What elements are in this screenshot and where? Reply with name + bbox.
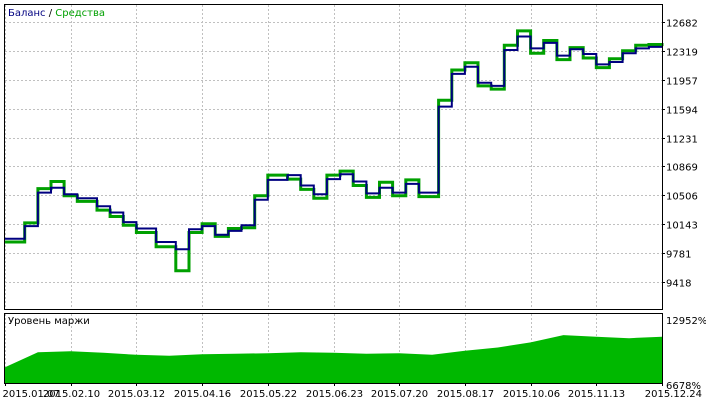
legend-balance: Баланс bbox=[8, 8, 46, 19]
x-tick-label: 2015.01.07 bbox=[3, 389, 60, 400]
margin-plot-frame bbox=[4, 313, 663, 384]
legend: Баланс / Средства bbox=[8, 8, 105, 19]
y-tick-label: 12682 bbox=[666, 19, 698, 30]
y-tick-label: 11231 bbox=[666, 135, 698, 146]
x-tick-label: 2015.04.16 bbox=[174, 389, 231, 400]
y-tick-label: 10506 bbox=[666, 192, 698, 203]
x-tick-label: 2015.11.13 bbox=[568, 389, 625, 400]
main-plot-frame bbox=[4, 4, 663, 310]
margin-y-min-label: 6678% bbox=[666, 381, 701, 392]
series-line-balance bbox=[5, 35, 663, 251]
margin-y-max-label: 12952% bbox=[666, 316, 706, 327]
y-tick-label: 12319 bbox=[666, 48, 698, 59]
x-tick-label: 2015.03.12 bbox=[108, 389, 165, 400]
main-grid bbox=[5, 5, 663, 309]
x-tick-label: 2015.02.10 bbox=[43, 389, 100, 400]
x-tick-label: 2015.08.17 bbox=[437, 389, 494, 400]
x-tick-label: 2015.12.24 bbox=[645, 389, 702, 400]
series-lines bbox=[5, 29, 664, 273]
margin-panel-title: Уровень маржи bbox=[8, 316, 90, 327]
x-tick-label: 2015.05.22 bbox=[240, 389, 297, 400]
y-tick-label: 9418 bbox=[666, 279, 691, 290]
y-tick-label: 11957 bbox=[666, 77, 698, 88]
x-tick-label: 2015.06.23 bbox=[306, 389, 363, 400]
x-tick-label: 2015.10.06 bbox=[503, 389, 560, 400]
margin-level-fill bbox=[5, 335, 662, 383]
y-tick-label: 10143 bbox=[666, 221, 698, 232]
y-tick-label: 11594 bbox=[666, 106, 698, 117]
y-tick-label: 10869 bbox=[666, 163, 698, 174]
legend-separator: / bbox=[46, 8, 56, 19]
y-axis-ticks: 12682 12319 11957 11594 11231 10869 10506 10143… bbox=[662, 19, 698, 290]
margin-level-area bbox=[5, 335, 662, 383]
legend-equity: Средства bbox=[55, 8, 105, 19]
x-tick-label: 2015.07.20 bbox=[371, 389, 428, 400]
y-tick-label: 9781 bbox=[666, 250, 691, 261]
